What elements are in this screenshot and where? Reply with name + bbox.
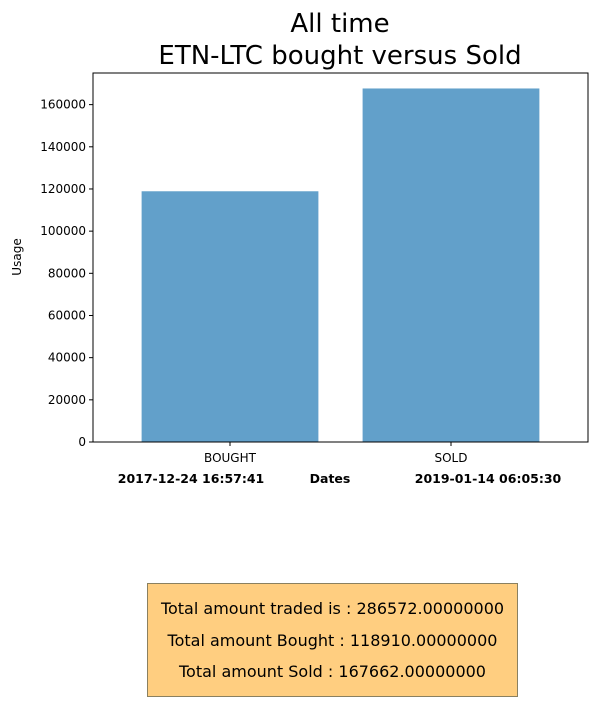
- total-sold-text: Total amount Sold : 167662.00000000: [179, 662, 486, 682]
- chart-title-line-1: All time: [290, 9, 389, 39]
- bar-group: [141, 88, 540, 443]
- x-tick-label-sold: SOLD: [434, 451, 467, 465]
- bar-bought: [141, 191, 319, 442]
- summary-box: Total amount traded is : 286572.00000000…: [147, 583, 518, 697]
- y-tick-label: 40000: [48, 351, 86, 365]
- y-tick-label: 60000: [48, 308, 86, 322]
- bar-sold: [362, 88, 540, 443]
- y-tick-label: 80000: [48, 266, 86, 280]
- y-tick-label: 160000: [40, 98, 86, 112]
- y-tick-label: 100000: [40, 224, 86, 238]
- y-axis-ticks: 0 20000 40000 60000 80000 100000 120000 140000 1…: [40, 98, 93, 449]
- total-traded-text: Total amount traded is : 286572.00000000: [160, 598, 505, 618]
- y-tick-label: 140000: [40, 140, 86, 154]
- y-tick-label: 0: [78, 435, 86, 449]
- y-tick-label: 20000: [48, 393, 86, 407]
- y-axis-label: Usage: [10, 238, 24, 275]
- plot-frame: [92, 72, 589, 443]
- x-tick-label-bought: BOUGHT: [204, 451, 257, 465]
- chart-title-line-2: ETN-LTC bought versus Sold: [158, 41, 521, 71]
- start-date-label: 2017-12-24 16:57:41: [118, 471, 265, 486]
- end-date-label: 2019-01-14 06:05:30: [415, 471, 562, 486]
- total-bought-text: Total amount Bought : 118910.00000000: [167, 630, 498, 650]
- x-axis-ticks: BOUGHT SOLD: [204, 442, 467, 465]
- y-tick-label: 120000: [40, 182, 86, 196]
- x-axis-label: Dates: [310, 471, 351, 486]
